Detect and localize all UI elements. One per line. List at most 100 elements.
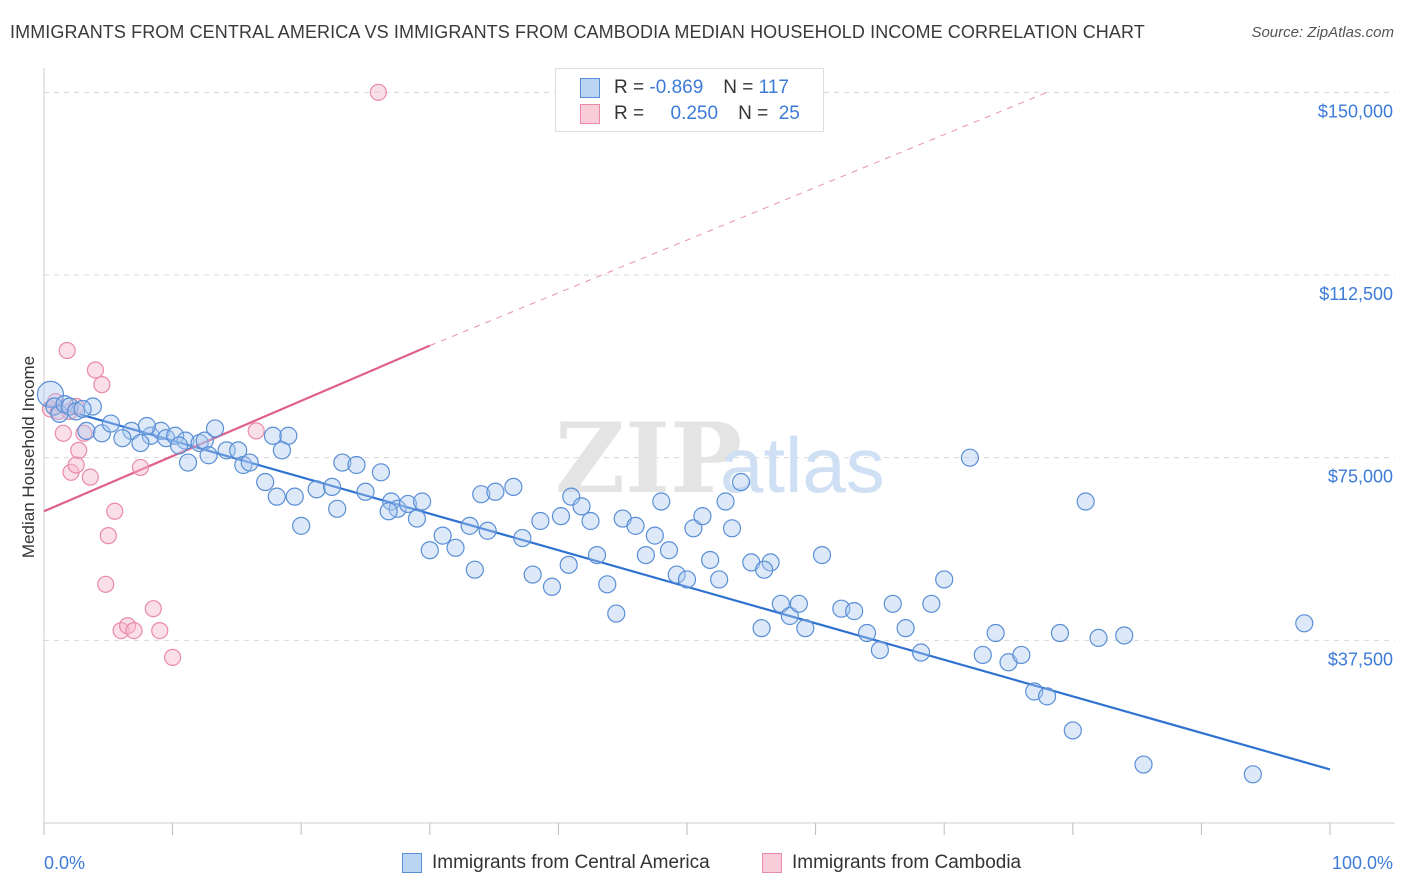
point-central-america-53: [504, 477, 523, 497]
point-central-america-61: [581, 511, 600, 531]
point-central-america-57: [542, 577, 562, 596]
point-central-america-66: [626, 516, 645, 535]
point-central-america-103: [1037, 687, 1057, 706]
point-central-america-29: [169, 436, 189, 455]
point-central-america-107: [1089, 628, 1108, 648]
point-central-america-93: [896, 619, 915, 638]
point-cambodia-14: [97, 575, 115, 593]
y-tick-label: $75,000: [1328, 467, 1393, 487]
point-cambodia-12: [86, 361, 105, 379]
legend-n-label: N =: [738, 103, 769, 124]
point-cambodia-15: [99, 527, 117, 545]
point-cambodia-24: [247, 422, 265, 440]
point-central-america-87: [812, 545, 832, 565]
point-central-america-89: [845, 602, 864, 621]
point-central-america-108: [1115, 626, 1134, 645]
point-central-america-110: [1243, 765, 1262, 784]
point-central-america-115: [379, 502, 398, 521]
point-central-america-106: [1076, 492, 1095, 511]
point-central-america-27: [263, 426, 283, 445]
y-tick-label: $37,500: [1328, 649, 1393, 669]
legend-n-label: N =: [723, 77, 754, 98]
point-central-america-51: [478, 521, 497, 540]
watermark: ZIP atlas: [555, 402, 885, 515]
point-cambodia-21: [144, 600, 162, 618]
point-central-america-69: [652, 492, 671, 511]
point-central-america-35: [322, 477, 342, 497]
point-central-america-55: [523, 565, 542, 584]
point-central-america-86: [796, 619, 815, 638]
point-central-america-113: [73, 399, 92, 419]
point-central-america-20: [195, 431, 214, 450]
point-central-america-14: [131, 433, 150, 453]
watermark-atlas: atlas: [720, 421, 885, 509]
point-central-america-6: [77, 421, 96, 440]
point-central-america-96: [935, 570, 954, 589]
watermark-zip: ZIP: [555, 402, 742, 515]
point-central-america-56: [531, 511, 550, 531]
point-cambodia-8: [67, 456, 85, 474]
point-central-america-15: [137, 416, 156, 436]
point-central-america-36: [328, 499, 347, 518]
point-central-america-118: [755, 560, 774, 579]
point-central-america-31: [267, 487, 286, 506]
point-central-america-109: [1134, 755, 1153, 774]
point-cambodia-25: [369, 83, 387, 101]
point-central-america-48: [446, 538, 465, 557]
point-cambodia-3: [54, 424, 72, 442]
point-central-america-73: [684, 519, 703, 538]
point-central-america-68: [645, 526, 664, 545]
source-note: Source: ZipAtlas.com: [1251, 24, 1394, 41]
bottom-legend-label: Immigrants from Cambodia: [792, 852, 1022, 873]
point-central-america-58: [551, 507, 571, 526]
point-central-america-105: [1063, 721, 1082, 740]
point-central-america-97: [960, 448, 980, 467]
point-cambodia-20: [131, 458, 150, 477]
point-central-america-60: [572, 497, 591, 516]
point-central-america-116: [465, 560, 484, 579]
point-central-america-50: [472, 485, 491, 504]
legend-r-value: 0.250: [670, 103, 719, 124]
point-central-america-78: [722, 519, 742, 538]
legend-swatch-blue: [580, 78, 600, 98]
point-central-america-25: [240, 453, 259, 472]
point-central-america-43: [398, 494, 418, 514]
data-points: [36, 83, 1314, 784]
point-central-america-81: [752, 619, 771, 638]
y-tick-label: $112,500: [1319, 284, 1393, 304]
y-axis-label: Median Household Income: [19, 356, 38, 558]
point-cambodia-13: [93, 376, 111, 394]
point-central-america-77: [716, 492, 735, 511]
point-central-america-85: [789, 594, 808, 613]
y-tick-label: $150,000: [1318, 101, 1393, 121]
bottom-legend-label: Immigrants from Central America: [432, 852, 710, 873]
point-central-america-64: [607, 604, 626, 623]
point-central-america-94: [911, 643, 931, 662]
point-central-america-76: [710, 570, 729, 589]
point-central-america-83: [771, 594, 790, 613]
axes: [43, 68, 1395, 835]
point-cambodia-23: [164, 648, 182, 666]
legend-swatch-pink: [580, 104, 600, 124]
point-central-america-62: [587, 545, 607, 565]
point-central-america-11: [141, 426, 160, 445]
point-central-america-13: [113, 429, 132, 448]
point-central-america-9: [101, 414, 120, 433]
point-central-america-79: [731, 472, 751, 492]
grid-lines: [44, 91, 1395, 641]
point-central-america-70: [659, 541, 679, 560]
point-central-america-39: [356, 482, 375, 501]
chart-title: IMMIGRANTS FROM CENTRAL AMERICA VS IMMIG…: [10, 22, 1145, 42]
point-central-america-40: [371, 463, 391, 482]
point-central-america-34: [307, 480, 326, 499]
point-central-america-21: [205, 419, 225, 438]
point-central-america-32: [285, 487, 304, 506]
point-central-america-101: [1012, 645, 1031, 665]
point-central-america-114: [199, 446, 218, 465]
legend-row-central-america: R = -0.869 N = 117: [580, 75, 789, 101]
bottom-legend-cambodia: Immigrants from Cambodia: [762, 852, 1021, 874]
legend-r-value: -0.869: [649, 77, 704, 98]
point-central-america-104: [1050, 623, 1070, 643]
x-tick-label-end: 100.0%: [1332, 853, 1393, 873]
point-central-america-112: [272, 441, 292, 460]
